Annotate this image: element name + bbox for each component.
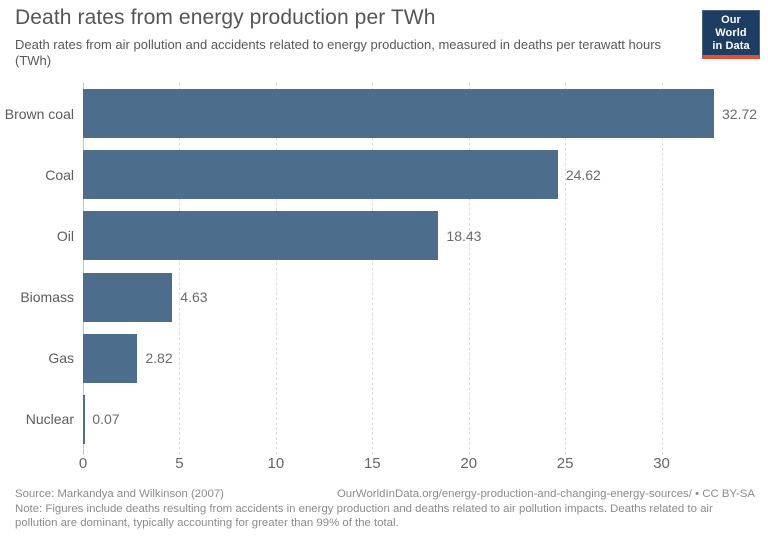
bar-zone: 24.62 xyxy=(83,150,758,200)
category-label: Oil xyxy=(56,227,74,244)
bar-zone: 2.82 xyxy=(83,333,758,383)
x-tick-label: 5 xyxy=(175,455,184,472)
category-label: Gas xyxy=(48,350,74,367)
bar-rows: Brown coal 32.72 Coal 24.62 Oil 18.43 Biomass 4… xyxy=(0,83,758,450)
bar-zone: 0.07 xyxy=(83,394,758,444)
bar[interactable] xyxy=(83,333,138,383)
bar-zone: 4.63 xyxy=(83,272,758,322)
bar-row: Brown coal 32.72 xyxy=(0,83,758,144)
value-label: 0.07 xyxy=(92,411,120,428)
x-tick-label: 20 xyxy=(460,455,478,472)
x-tick-label: 15 xyxy=(363,455,381,472)
bar-zone: 18.43 xyxy=(83,211,758,261)
x-tick-label: 30 xyxy=(653,455,670,472)
value-label: 18.43 xyxy=(446,227,482,244)
note-text: Note: Figures include deaths resulting f… xyxy=(15,502,713,530)
x-tick-label: 10 xyxy=(267,455,285,472)
citation-text[interactable]: OurWorldInData.org/energy-production-and… xyxy=(336,488,755,500)
x-tick-label: 25 xyxy=(556,455,574,472)
bar-zone: 32.72 xyxy=(83,89,758,139)
source-text[interactable]: Source: Markandya and Wilkinson (2007) xyxy=(15,488,224,500)
chart-subtitle: Death rates from air pollution and accid… xyxy=(15,37,662,68)
bar-row: Oil 18.43 xyxy=(0,205,758,266)
value-label: 4.63 xyxy=(180,289,208,306)
x-tick-label: 0 xyxy=(78,455,88,472)
category-label: Brown coal xyxy=(4,105,74,122)
bar-row: Coal 24.62 xyxy=(0,144,758,205)
bar[interactable] xyxy=(83,150,558,200)
x-axis: 0 5 10 15 20 25 30 xyxy=(79,455,758,475)
bar[interactable] xyxy=(83,89,715,139)
bar[interactable] xyxy=(83,272,173,322)
bar-row: Gas 2.82 xyxy=(0,328,758,389)
category-label: Coal xyxy=(45,166,74,183)
bar-row: Nuclear 0.07 xyxy=(0,389,758,450)
bar[interactable] xyxy=(83,211,439,261)
chart-title: Death rates from energy production per T… xyxy=(15,6,436,29)
owid-logo[interactable]: Our World in Data xyxy=(702,10,760,59)
bar[interactable] xyxy=(83,394,85,444)
bar-chart: Brown coal 32.72 Coal 24.62 Oil 18.43 Biomass 4… xyxy=(0,83,768,455)
owid-logo-line1: Our World xyxy=(715,14,747,39)
bar-row: Biomass 4.63 xyxy=(0,267,758,328)
owid-logo-line2: in Data xyxy=(712,40,750,52)
value-label: 32.72 xyxy=(722,105,758,122)
category-label: Nuclear xyxy=(25,411,74,428)
value-label: 2.82 xyxy=(145,350,173,367)
chart-footer: Source: Markandya and Wilkinson (2007) O… xyxy=(15,487,755,531)
value-label: 24.62 xyxy=(565,166,601,183)
category-label: Biomass xyxy=(20,289,74,306)
